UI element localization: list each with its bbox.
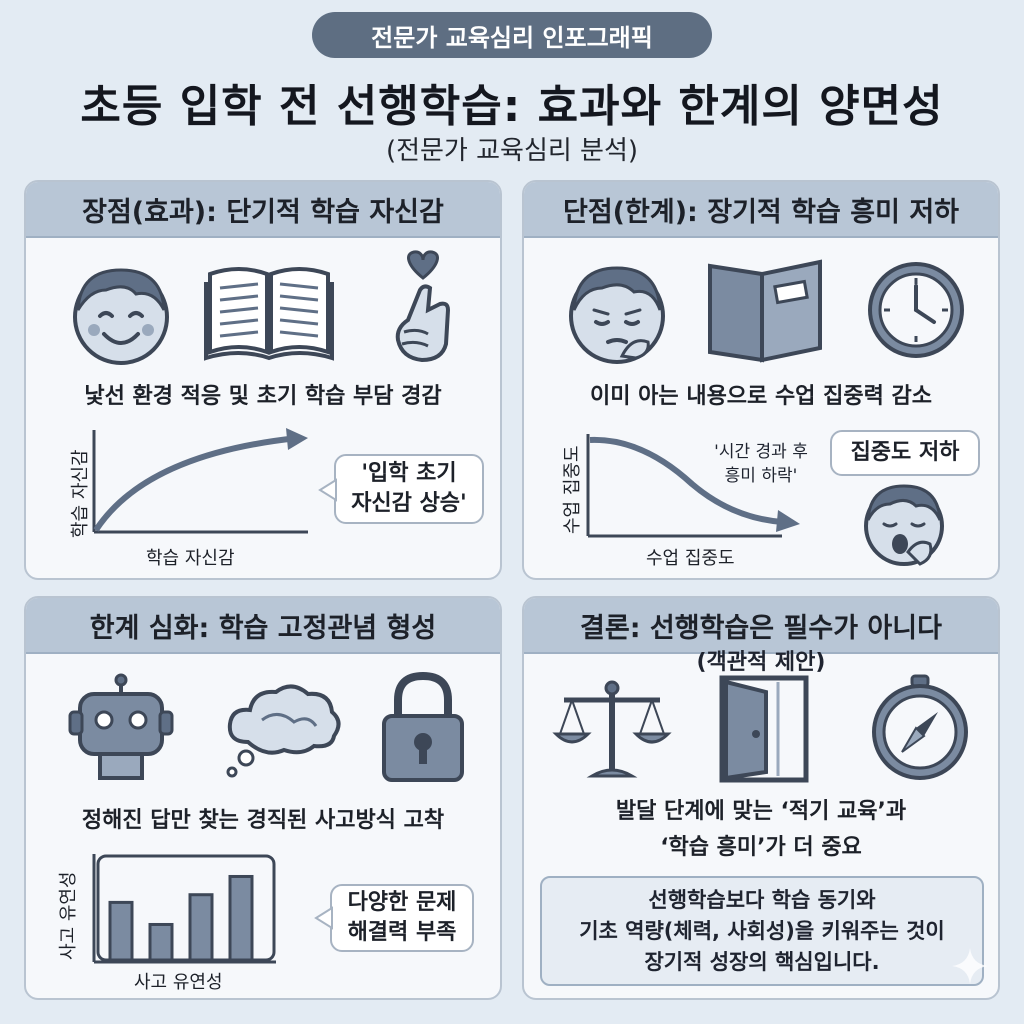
conclusion-subtitle: (객관적 제안) xyxy=(696,650,826,675)
pros-callout-line-2: 자신감 상승' xyxy=(351,491,467,516)
sparkle-icon xyxy=(952,948,988,984)
summary-line-1: 선행학습보다 학습 동기와 xyxy=(648,887,876,912)
cons-panel: 단점(한계): 장기적 학습 흥미 저하 이미 아는 내용으로 수업 집중력 감… xyxy=(522,180,1000,580)
cons-chart-xlabel: 수업 집중도 xyxy=(646,548,735,569)
open-door-icon xyxy=(719,675,809,783)
cons-caption: 이미 아는 내용으로 수업 집중력 감소 xyxy=(590,384,932,409)
conclusion-panel-title: 결론: 선행학습은 필수가 아니다 xyxy=(524,598,998,654)
limits-chart-xlabel: 사고 유연성 xyxy=(134,972,223,993)
flexibility-bar-chart xyxy=(92,854,276,964)
cons-chart-ylabel: 수업 집중도 xyxy=(562,445,583,534)
bubble-tail xyxy=(318,478,337,502)
pros-callout-line-1: '입학 초기 xyxy=(361,461,457,486)
trend-arrow-head xyxy=(286,428,308,450)
yawning-face-icon xyxy=(864,484,944,566)
pros-panel-title: 장점(효과): 단기적 학습 자신감 xyxy=(26,182,500,238)
flexibility-bar xyxy=(188,893,214,962)
trend-arrow-head xyxy=(776,510,800,532)
cons-callout-bubble: 집중도 저하 xyxy=(830,430,980,476)
flexibility-bar xyxy=(108,900,134,962)
conclusion-caption: 발달 단계에 맞는 ‘적기 교육’과 ‘학습 흥미’가 더 중요 xyxy=(524,794,998,866)
pros-chart-xlabel: 학습 자신감 xyxy=(146,548,235,569)
robot-icon xyxy=(68,673,174,780)
balance-scale-icon xyxy=(552,680,672,778)
limits-panel: 한계 심화: 학습 고정관념 형성 정해진 답만 찾는 경직된 사고방식 고착 … xyxy=(24,596,502,1000)
pros-confidence-chart xyxy=(92,428,308,534)
limits-caption: 정해진 답만 찾는 경직된 사고방식 고착 xyxy=(81,808,445,833)
clock-icon xyxy=(868,262,964,358)
cons-panel-title: 단점(한계): 장기적 학습 흥미 저하 xyxy=(524,182,998,238)
limits-callout-bubble: 다양한 문제 해결력 부족 xyxy=(330,884,474,952)
conclusion-caption-line-2: ‘학습 흥미’가 더 중요 xyxy=(660,835,862,860)
worried-face-icon xyxy=(569,266,665,364)
limits-panel-title: 한계 심화: 학습 고정관념 형성 xyxy=(26,598,500,654)
cons-focus-chart xyxy=(586,434,800,538)
pros-callout-bubble: '입학 초기 자신감 상승' xyxy=(334,454,484,524)
limits-chart-ylabel: 사고 유연성 xyxy=(58,871,79,960)
conclusion-summary-box: 선행학습보다 학습 동기와 기초 역량(체력, 사회성)을 키워주는 것이 장기… xyxy=(540,876,984,986)
flexibility-bar xyxy=(148,922,174,962)
pros-caption: 낯선 환경 적응 및 초기 학습 부담 경감 xyxy=(84,384,442,409)
conclusion-panel: 결론: 선행학습은 필수가 아니다 (객관적 제안) 발달 단계에 맞는 ‘적기… xyxy=(522,596,1000,1000)
cons-annotation-line-1: '시간 경과 후 xyxy=(714,442,808,462)
flexibility-bar xyxy=(228,874,254,962)
confidence-rising-line xyxy=(93,435,299,532)
focus-declining-line xyxy=(589,436,783,525)
conclusion-caption-line-1: 발달 단계에 맞는 ‘적기 교육’과 xyxy=(615,799,907,824)
summary-line-3: 장기적 성장의 핵심입니다. xyxy=(644,949,880,974)
limits-callout-line-2: 해결력 부족 xyxy=(347,920,457,945)
bubble-tail xyxy=(314,906,333,930)
open-book-icon xyxy=(204,267,334,361)
pros-panel: 장점(효과): 단기적 학습 자신감 낯선 환경 적응 및 초기 학습 부담 경… xyxy=(24,180,502,580)
finger-heart-icon xyxy=(395,250,451,363)
smiling-face-icon xyxy=(73,268,169,365)
page-title: 초등 입학 전 선행학습: 효과와 한계의 양면성 xyxy=(80,81,944,132)
padlock-icon xyxy=(382,671,464,782)
closed-book-icon xyxy=(708,259,822,363)
limits-callout-line-1: 다양한 문제 xyxy=(347,890,457,915)
compass-icon xyxy=(872,674,968,780)
pros-chart-ylabel: 학습 자신감 xyxy=(70,449,91,538)
summary-line-2: 기초 역량(체력, 사회성)을 키워주는 것이 xyxy=(579,918,945,943)
cons-chart-annotation: '시간 경과 후 흥미 하락' xyxy=(696,440,826,488)
cons-annotation-line-2: 흥미 하락' xyxy=(724,466,798,486)
header-badge: 전문가 교육심리 인포그래픽 xyxy=(312,12,712,58)
page-subtitle: (전문가 교육심리 분석) xyxy=(385,136,639,166)
thought-cloud-icon xyxy=(226,684,341,778)
